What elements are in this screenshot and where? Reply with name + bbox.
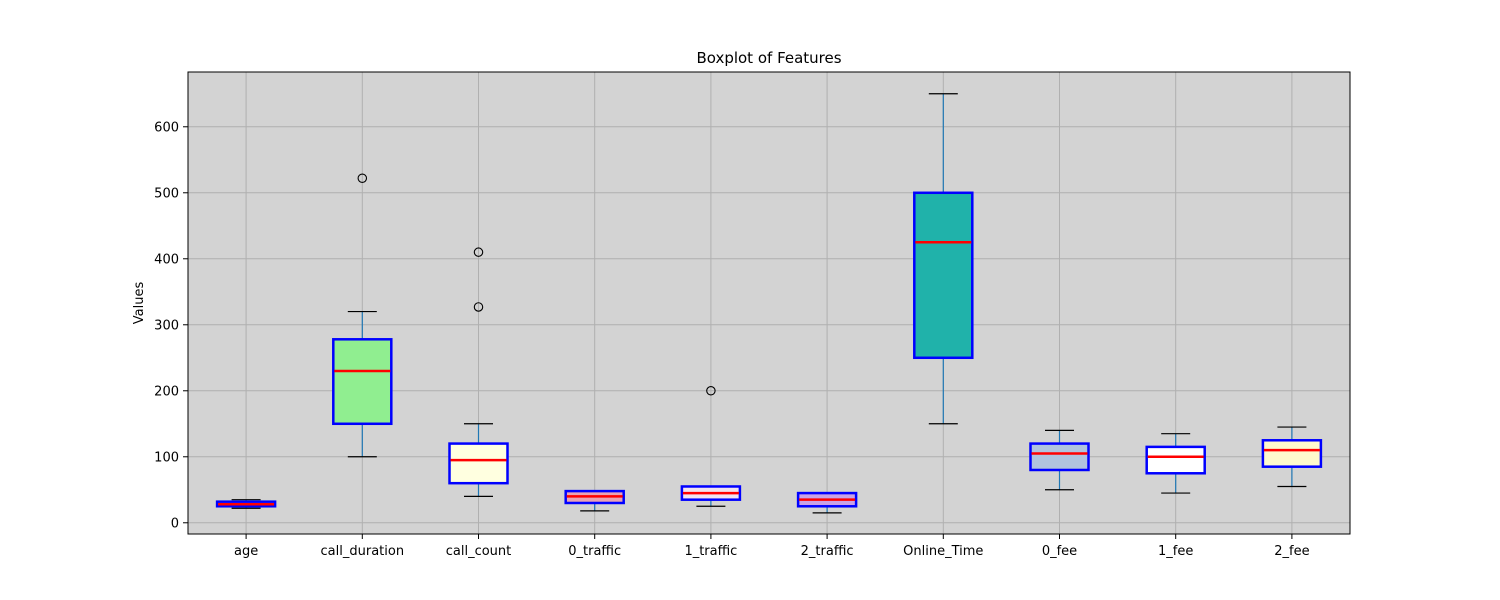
- y-tick-label: 200: [154, 384, 179, 399]
- box-series: [215, 93, 1323, 514]
- plot-frame: [187, 71, 1351, 535]
- x-tick-label: 1_fee: [1158, 544, 1193, 559]
- x-tick-label: 2_fee: [1274, 544, 1309, 559]
- axes: 0 100 200 300 400 500 600 age call_duration call_…: [154, 120, 1309, 559]
- box-group-age: [215, 499, 277, 509]
- box-group-1-traffic: [680, 386, 742, 507]
- x-tick-label: Online_Time: [903, 544, 983, 559]
- box-group-2-fee: [1261, 426, 1323, 488]
- box-group-call-count: [448, 247, 509, 497]
- box-body: [1145, 445, 1206, 475]
- x-tick-label: 1_traffic: [684, 544, 737, 559]
- y-tick-label: 300: [154, 318, 179, 333]
- outlier-point: [706, 386, 716, 396]
- box-body: [1261, 439, 1323, 468]
- y-tick-label: 400: [154, 252, 179, 267]
- box-group-0-traffic: [564, 489, 625, 512]
- y-axis-label: Values: [132, 282, 147, 325]
- box-group-0-fee: [1029, 429, 1090, 491]
- outlier-point: [473, 302, 484, 312]
- box-body: [332, 338, 393, 426]
- box-group-1-fee: [1145, 433, 1206, 494]
- x-tick-label: call_count: [446, 544, 512, 559]
- x-tick-label: 2_traffic: [801, 544, 854, 559]
- x-tick-label: 0_traffic: [568, 544, 621, 559]
- box-body: [1029, 442, 1090, 472]
- box-body: [913, 191, 974, 360]
- chart-title: Boxplot of Features: [696, 49, 841, 67]
- y-tick-label: 0: [171, 516, 179, 531]
- box-body: [448, 442, 509, 485]
- outlier-point: [357, 173, 368, 184]
- box-group-2-traffic: [796, 491, 858, 514]
- box-group-online-time: [913, 93, 974, 425]
- box-group-call-duration: [332, 173, 393, 458]
- y-tick-label: 500: [154, 186, 179, 201]
- outlier-point: [473, 247, 484, 257]
- x-tick-label: age: [234, 544, 258, 559]
- x-tick-label: 0_fee: [1042, 544, 1077, 559]
- x-tick-label: call_duration: [321, 544, 405, 559]
- y-tick-label: 600: [154, 120, 179, 135]
- y-tick-label: 100: [154, 450, 179, 465]
